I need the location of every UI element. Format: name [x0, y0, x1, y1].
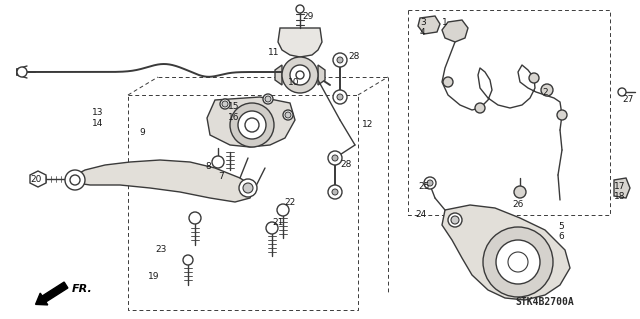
- Circle shape: [17, 67, 27, 77]
- Text: 7: 7: [218, 172, 224, 181]
- Text: 4: 4: [420, 28, 426, 37]
- Polygon shape: [275, 65, 282, 85]
- Text: 2: 2: [542, 88, 548, 97]
- Text: 24: 24: [415, 210, 426, 219]
- Circle shape: [245, 118, 259, 132]
- Circle shape: [333, 90, 347, 104]
- Text: 1: 1: [442, 18, 448, 27]
- Circle shape: [70, 175, 80, 185]
- Circle shape: [277, 204, 289, 216]
- Circle shape: [443, 77, 453, 87]
- Text: 27: 27: [622, 95, 634, 104]
- Circle shape: [212, 156, 224, 168]
- Circle shape: [230, 103, 274, 147]
- Text: 26: 26: [512, 200, 524, 209]
- Circle shape: [239, 179, 257, 197]
- Circle shape: [332, 155, 338, 161]
- Circle shape: [337, 94, 343, 100]
- Circle shape: [496, 240, 540, 284]
- Circle shape: [514, 186, 526, 198]
- Polygon shape: [442, 205, 570, 300]
- Circle shape: [332, 189, 338, 195]
- Text: 12: 12: [362, 120, 373, 129]
- FancyArrow shape: [36, 282, 68, 305]
- Circle shape: [557, 110, 567, 120]
- Text: FR.: FR.: [72, 284, 93, 294]
- Text: 29: 29: [302, 12, 314, 21]
- Polygon shape: [30, 171, 46, 187]
- Circle shape: [189, 212, 201, 224]
- Circle shape: [529, 73, 539, 83]
- Circle shape: [290, 65, 310, 85]
- Circle shape: [427, 180, 433, 186]
- Text: 19: 19: [148, 272, 159, 281]
- Circle shape: [243, 183, 253, 193]
- Text: 15: 15: [228, 102, 239, 111]
- Text: 10: 10: [288, 78, 300, 87]
- Circle shape: [451, 216, 459, 224]
- Text: 3: 3: [420, 18, 426, 27]
- Polygon shape: [318, 65, 325, 85]
- Text: 25: 25: [418, 182, 429, 191]
- Circle shape: [238, 111, 266, 139]
- Text: 17: 17: [614, 182, 625, 191]
- Polygon shape: [418, 16, 440, 34]
- Text: 28: 28: [348, 52, 360, 61]
- Circle shape: [475, 103, 485, 113]
- Circle shape: [328, 185, 342, 199]
- Circle shape: [183, 255, 193, 265]
- Text: 14: 14: [92, 119, 104, 128]
- Circle shape: [618, 88, 626, 96]
- Polygon shape: [70, 160, 255, 202]
- Text: 23: 23: [155, 245, 166, 254]
- Text: 22: 22: [284, 198, 295, 207]
- Circle shape: [265, 96, 271, 102]
- Circle shape: [333, 53, 347, 67]
- Text: 16: 16: [228, 113, 239, 122]
- Polygon shape: [442, 20, 468, 42]
- Circle shape: [266, 222, 278, 234]
- Circle shape: [285, 112, 291, 118]
- Circle shape: [282, 57, 318, 93]
- Circle shape: [263, 94, 273, 104]
- Text: 6: 6: [558, 232, 564, 241]
- Circle shape: [328, 151, 342, 165]
- Text: 28: 28: [340, 160, 351, 169]
- Circle shape: [448, 213, 462, 227]
- Polygon shape: [278, 28, 322, 57]
- Text: STK4B2700A: STK4B2700A: [516, 297, 574, 307]
- Circle shape: [541, 84, 553, 96]
- Circle shape: [508, 252, 528, 272]
- Circle shape: [220, 99, 230, 109]
- Text: 9: 9: [139, 128, 145, 137]
- Text: 8: 8: [205, 162, 211, 171]
- Circle shape: [222, 101, 228, 107]
- Circle shape: [337, 57, 343, 63]
- Text: 20: 20: [30, 175, 42, 184]
- Text: 21: 21: [272, 218, 284, 227]
- Text: 18: 18: [614, 192, 625, 201]
- Circle shape: [296, 5, 304, 13]
- Text: 5: 5: [558, 222, 564, 231]
- Polygon shape: [207, 97, 295, 147]
- Circle shape: [424, 177, 436, 189]
- Text: 13: 13: [92, 108, 104, 117]
- Polygon shape: [614, 178, 630, 198]
- Circle shape: [283, 110, 293, 120]
- Text: 11: 11: [268, 48, 280, 57]
- Circle shape: [296, 71, 304, 79]
- Circle shape: [65, 170, 85, 190]
- Circle shape: [483, 227, 553, 297]
